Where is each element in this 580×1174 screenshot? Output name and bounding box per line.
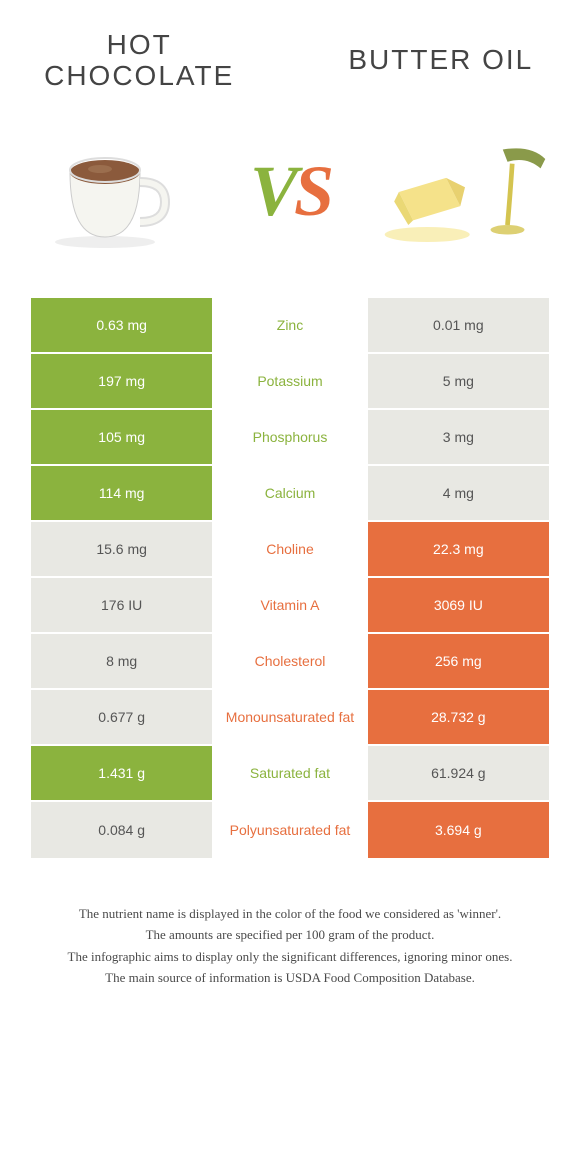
left-value: 105 mg: [31, 410, 212, 464]
right-value: 28.732 g: [368, 690, 549, 744]
left-value: 1.431 g: [31, 746, 212, 800]
footer-line-1: The nutrient name is displayed in the co…: [30, 904, 550, 924]
footer-line-4: The main source of information is USDA F…: [30, 968, 550, 988]
table-row: 0.084 gPolyunsaturated fat3.694 g: [31, 802, 549, 858]
hot-chocolate-image: [30, 127, 200, 257]
table-row: 1.431 gSaturated fat61.924 g: [31, 746, 549, 802]
nutrient-name: Polyunsaturated fat: [212, 802, 367, 858]
butter-oil-image: [380, 127, 550, 257]
left-value: 8 mg: [31, 634, 212, 688]
left-value: 0.63 mg: [31, 298, 212, 352]
comparison-table: 0.63 mgZinc0.01 mg197 mgPotassium5 mg105…: [30, 297, 550, 859]
right-value: 22.3 mg: [368, 522, 549, 576]
nutrient-name: Choline: [212, 522, 367, 576]
left-value: 0.084 g: [31, 802, 212, 858]
table-row: 176 IUVitamin A3069 IU: [31, 578, 549, 634]
table-row: 114 mgCalcium4 mg: [31, 466, 549, 522]
right-value: 4 mg: [368, 466, 549, 520]
right-value: 0.01 mg: [368, 298, 549, 352]
right-value: 61.924 g: [368, 746, 549, 800]
right-value: 3 mg: [368, 410, 549, 464]
title-left: HOT CHOCOLATE: [30, 30, 248, 92]
footer-line-2: The amounts are specified per 100 gram o…: [30, 925, 550, 945]
left-value: 114 mg: [31, 466, 212, 520]
images-row: VS: [30, 122, 550, 262]
table-row: 105 mgPhosphorus3 mg: [31, 410, 549, 466]
nutrient-name: Monounsaturated fat: [212, 690, 367, 744]
right-value: 3.694 g: [368, 802, 549, 858]
table-row: 197 mgPotassium5 mg: [31, 354, 549, 410]
nutrient-name: Potassium: [212, 354, 367, 408]
table-row: 0.677 gMonounsaturated fat28.732 g: [31, 690, 549, 746]
right-value: 5 mg: [368, 354, 549, 408]
nutrient-name: Zinc: [212, 298, 367, 352]
infographic-container: HOT CHOCOLATE BUTTER OIL VS: [0, 0, 580, 1010]
nutrient-name: Calcium: [212, 466, 367, 520]
nutrient-name: Vitamin A: [212, 578, 367, 632]
right-value: 256 mg: [368, 634, 549, 688]
table-row: 8 mgCholesterol256 mg: [31, 634, 549, 690]
nutrient-name: Cholesterol: [212, 634, 367, 688]
right-value: 3069 IU: [368, 578, 549, 632]
nutrient-name: Saturated fat: [212, 746, 367, 800]
left-value: 15.6 mg: [31, 522, 212, 576]
nutrient-name: Phosphorus: [212, 410, 367, 464]
vs-s: S: [294, 151, 330, 231]
title-right: BUTTER OIL: [332, 45, 550, 76]
vs-label: VS: [250, 150, 330, 233]
vs-v: V: [250, 151, 294, 231]
footer-line-3: The infographic aims to display only the…: [30, 947, 550, 967]
left-value: 197 mg: [31, 354, 212, 408]
footer-notes: The nutrient name is displayed in the co…: [30, 904, 550, 988]
left-value: 0.677 g: [31, 690, 212, 744]
header: HOT CHOCOLATE BUTTER OIL: [30, 30, 550, 92]
table-row: 15.6 mgCholine22.3 mg: [31, 522, 549, 578]
table-row: 0.63 mgZinc0.01 mg: [31, 298, 549, 354]
left-value: 176 IU: [31, 578, 212, 632]
